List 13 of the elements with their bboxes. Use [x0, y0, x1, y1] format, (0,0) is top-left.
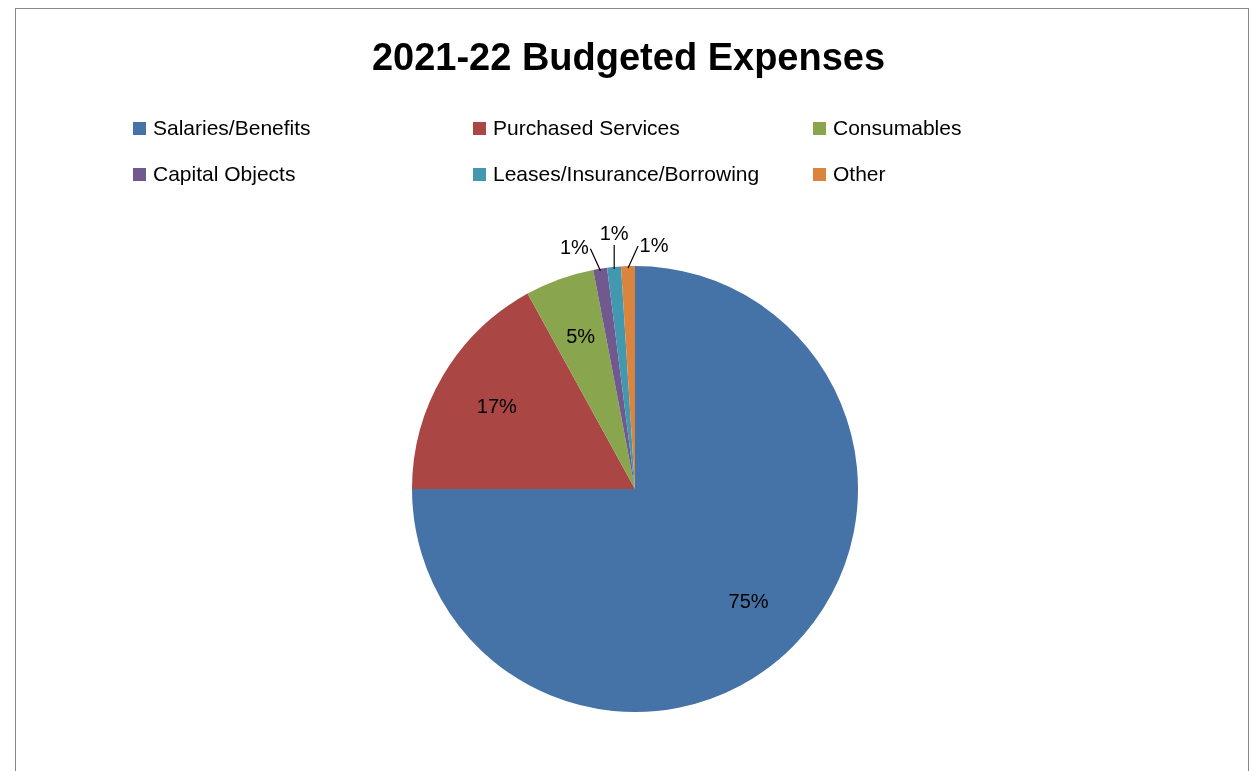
legend-label: Consumables — [833, 116, 962, 140]
legend-label: Purchased Services — [493, 116, 680, 140]
data-label: 1% — [599, 222, 629, 245]
data-label: 75% — [728, 590, 769, 613]
data-label: 1% — [639, 233, 669, 256]
data-label: 17% — [476, 394, 518, 417]
legend-label: Capital Objects — [153, 162, 296, 186]
data-label: 1% — [559, 236, 590, 259]
chart-title: 2021-22 Budgeted Expenses — [370, 36, 887, 79]
data-label: 5% — [566, 325, 596, 348]
legend-label: Other — [833, 162, 886, 186]
legend-label: Salaries/Benefits — [153, 116, 311, 140]
legend-label: Leases/Insurance/Borrowing — [493, 162, 760, 186]
